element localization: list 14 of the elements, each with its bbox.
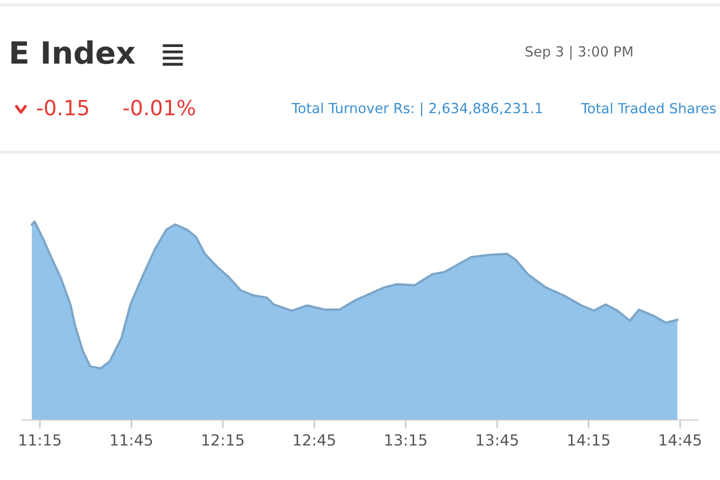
x-tick-label: 14:45: [660, 434, 701, 446]
x-tick-label: 11:45: [111, 434, 152, 446]
text: Total Turnover Rs: | 2,634,886,231.1: [292, 102, 542, 116]
x-tick-label: 13:15: [385, 434, 426, 446]
x-tick-label: 14:15: [568, 434, 610, 446]
x-tick-label: 12:45: [294, 434, 335, 446]
text: Sep 3 | 3:00 PM: [526, 46, 632, 60]
x-tick-label: 12:15: [202, 434, 244, 446]
text: Total Traded Shares: [580, 102, 716, 114]
text: -0.15: [37, 100, 88, 116]
x-tick-label: 13:45: [476, 434, 518, 446]
text: -0.01%: [123, 100, 195, 116]
chart-title: E Index: [11, 40, 136, 64]
x-tick-label: 11:15: [20, 434, 61, 446]
